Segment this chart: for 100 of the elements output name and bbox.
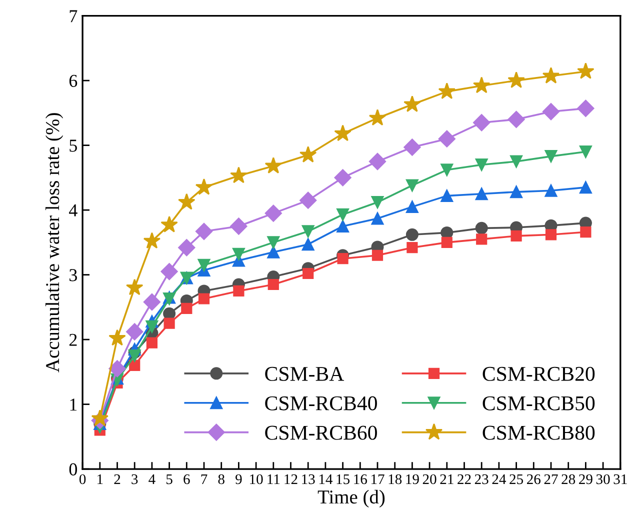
point <box>510 186 523 198</box>
x-tick-label: 26 <box>526 474 540 484</box>
point <box>577 100 594 117</box>
point <box>146 320 158 333</box>
point <box>264 156 282 174</box>
x-tick-label: 10 <box>250 474 263 484</box>
x-tick-label: 4 <box>148 474 156 484</box>
point <box>371 196 384 209</box>
y-tick-label: 7 <box>70 10 78 22</box>
point <box>195 222 213 240</box>
x-tick-label: 15 <box>336 474 350 484</box>
x-tick-label: 16 <box>354 474 368 484</box>
point <box>406 242 418 254</box>
x-tick-label: 13 <box>302 474 315 484</box>
x-tick-label: 18 <box>388 474 402 484</box>
y-tick-label: 5 <box>70 140 77 152</box>
point <box>438 130 456 148</box>
x-tick-label: 17 <box>371 474 384 484</box>
point <box>143 232 161 249</box>
point <box>542 66 560 84</box>
point <box>108 360 126 378</box>
point <box>178 239 196 256</box>
point <box>334 124 352 142</box>
point <box>334 169 352 186</box>
point <box>577 62 594 79</box>
point <box>542 103 560 120</box>
point <box>438 82 456 99</box>
point <box>302 225 314 238</box>
y-axis-title: Accumulative water loss rate (%) <box>45 113 64 372</box>
point <box>544 150 558 163</box>
x-tick-label: 25 <box>510 474 524 484</box>
x-tick-label: 11 <box>268 474 280 484</box>
x-tick-label: 31 <box>614 474 627 484</box>
point <box>544 184 558 197</box>
point <box>368 109 386 126</box>
point <box>233 285 244 297</box>
point <box>267 246 280 258</box>
legend-label: CSM-RCB40 <box>265 396 377 410</box>
point <box>178 193 196 210</box>
point <box>302 268 314 280</box>
x-tick-label: 2 <box>114 474 120 484</box>
x-tick-label: 27 <box>544 474 558 484</box>
point <box>475 158 488 171</box>
y-tick-label: 0 <box>69 463 77 476</box>
point <box>475 188 488 200</box>
point <box>510 230 522 242</box>
x-tick-label: 12 <box>284 474 298 484</box>
point <box>160 263 178 280</box>
x-tick-label: 6 <box>184 474 190 484</box>
x-tick-label: 30 <box>596 474 610 484</box>
point <box>368 152 386 170</box>
point <box>580 226 592 238</box>
point <box>143 293 160 311</box>
x-tick-label: 19 <box>406 474 419 484</box>
point <box>473 114 490 132</box>
point <box>475 222 488 234</box>
point <box>300 192 317 209</box>
x-tick-label: 24 <box>492 474 506 484</box>
point <box>108 329 126 346</box>
x-tick-label: 8 <box>218 474 224 484</box>
point <box>579 146 592 158</box>
x-axis-title: Time (d) <box>318 490 385 508</box>
point <box>476 234 488 245</box>
point <box>198 293 210 304</box>
y-tick-label: 4 <box>69 204 78 216</box>
point <box>404 95 421 112</box>
point <box>545 229 557 240</box>
point <box>128 349 141 362</box>
point <box>371 212 384 225</box>
point <box>404 138 421 156</box>
point <box>126 278 144 296</box>
y-tick-label: 1 <box>70 398 77 411</box>
point <box>406 179 418 192</box>
y-tick-label: 2 <box>69 334 77 346</box>
point <box>264 204 282 222</box>
point <box>181 302 192 314</box>
x-tick-label: 20 <box>422 474 436 484</box>
point <box>164 318 175 329</box>
point <box>198 258 210 272</box>
x-tick-label: 7 <box>201 474 208 484</box>
point <box>268 278 279 290</box>
point <box>472 76 490 94</box>
x-tick-label: 29 <box>579 474 592 484</box>
point <box>508 72 525 88</box>
point <box>579 181 592 194</box>
point <box>406 228 418 241</box>
point <box>372 250 384 261</box>
point <box>406 200 418 214</box>
legend-label: CSM-RCB60 <box>265 426 377 440</box>
point <box>230 166 248 184</box>
x-tick-label: 9 <box>236 474 242 484</box>
y-tick-label: 6 <box>69 74 78 87</box>
x-tick-label: 22 <box>458 474 471 484</box>
point <box>336 220 350 232</box>
x-tick-label: 1 <box>98 474 103 484</box>
point <box>510 155 523 168</box>
x-tick-label: 3 <box>132 474 138 484</box>
point <box>129 360 140 371</box>
point <box>508 110 525 128</box>
legend-label: CSM-RCB20 <box>482 366 595 381</box>
